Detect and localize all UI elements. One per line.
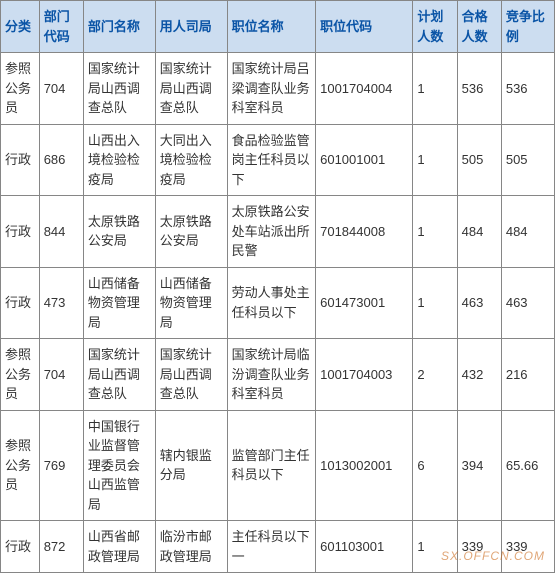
table-cell: 行政 [1, 267, 40, 339]
table-cell: 1013002001 [316, 410, 413, 521]
table-cell: 参照公务员 [1, 410, 40, 521]
table-cell: 686 [39, 124, 83, 196]
col-dept-name: 部门名称 [83, 1, 155, 53]
table-cell: 339 [501, 521, 554, 573]
table-cell: 1 [413, 521, 457, 573]
table-row: 行政473山西储备物资管理局山西储备物资管理局劳动人事处主任科员以下601473… [1, 267, 555, 339]
table-cell: 505 [501, 124, 554, 196]
table-cell: 参照公务员 [1, 339, 40, 411]
table-cell: 1 [413, 53, 457, 125]
table-row: 行政844太原铁路公安局太原铁路公安局太原铁路公安处车站派出所民警7018440… [1, 196, 555, 268]
table-cell: 463 [501, 267, 554, 339]
table-cell: 704 [39, 339, 83, 411]
table-cell: 国家统计局山西调查总队 [83, 53, 155, 125]
col-employer: 用人司局 [155, 1, 227, 53]
table-cell: 大同出入境检验检疫局 [155, 124, 227, 196]
table-row: 参照公务员704国家统计局山西调查总队国家统计局山西调查总队国家统计局临汾调查队… [1, 339, 555, 411]
col-pass-count: 合格人数 [457, 1, 501, 53]
table-cell: 行政 [1, 521, 40, 573]
table-cell: 601103001 [316, 521, 413, 573]
table-cell: 临汾市邮政管理局 [155, 521, 227, 573]
table-cell: 536 [501, 53, 554, 125]
table-cell: 山西储备物资管理局 [83, 267, 155, 339]
table-cell: 463 [457, 267, 501, 339]
table-cell: 食品检验监管岗主任科员以下 [227, 124, 315, 196]
table-cell: 1 [413, 124, 457, 196]
table-cell: 2 [413, 339, 457, 411]
table-cell: 704 [39, 53, 83, 125]
table-cell: 监管部门主任科员以下 [227, 410, 315, 521]
table-cell: 国家统计局山西调查总队 [83, 339, 155, 411]
col-position-name: 职位名称 [227, 1, 315, 53]
table-body: 参照公务员704国家统计局山西调查总队国家统计局山西调查总队国家统计局吕梁调查队… [1, 53, 555, 573]
positions-table: 分类 部门代码 部门名称 用人司局 职位名称 职位代码 计划人数 合格人数 竞争… [0, 0, 555, 573]
table-cell: 山西储备物资管理局 [155, 267, 227, 339]
table-row: 行政686山西出入境检验检疫局大同出入境检验检疫局食品检验监管岗主任科员以下60… [1, 124, 555, 196]
table-cell: 劳动人事处主任科员以下 [227, 267, 315, 339]
table-cell: 769 [39, 410, 83, 521]
table-cell: 432 [457, 339, 501, 411]
table-header-row: 分类 部门代码 部门名称 用人司局 职位名称 职位代码 计划人数 合格人数 竞争… [1, 1, 555, 53]
table-cell: 山西省邮政管理局 [83, 521, 155, 573]
table-cell: 行政 [1, 196, 40, 268]
table-cell: 339 [457, 521, 501, 573]
table-cell: 行政 [1, 124, 40, 196]
table-cell: 1001704004 [316, 53, 413, 125]
table-cell: 太原铁路公安局 [83, 196, 155, 268]
table-cell: 1 [413, 267, 457, 339]
table-cell: 1001704003 [316, 339, 413, 411]
table-cell: 844 [39, 196, 83, 268]
table-cell: 701844008 [316, 196, 413, 268]
table-cell: 394 [457, 410, 501, 521]
table-cell: 505 [457, 124, 501, 196]
table-cell: 山西出入境检验检疫局 [83, 124, 155, 196]
table-cell: 主任科员以下一 [227, 521, 315, 573]
col-dept-code: 部门代码 [39, 1, 83, 53]
table-row: 参照公务员704国家统计局山西调查总队国家统计局山西调查总队国家统计局吕梁调查队… [1, 53, 555, 125]
table-cell: 872 [39, 521, 83, 573]
table-cell: 601001001 [316, 124, 413, 196]
table-cell: 601473001 [316, 267, 413, 339]
table-cell: 1 [413, 196, 457, 268]
table-cell: 国家统计局山西调查总队 [155, 339, 227, 411]
table-row: 参照公务员769中国银行业监督管理委员会山西监管局辖内银监分局监管部门主任科员以… [1, 410, 555, 521]
col-category: 分类 [1, 1, 40, 53]
table-row: 行政872山西省邮政管理局临汾市邮政管理局主任科员以下一601103001133… [1, 521, 555, 573]
table-cell: 484 [501, 196, 554, 268]
table-cell: 473 [39, 267, 83, 339]
table-cell: 中国银行业监督管理委员会山西监管局 [83, 410, 155, 521]
table-cell: 太原铁路公安处车站派出所民警 [227, 196, 315, 268]
table-cell: 536 [457, 53, 501, 125]
table-cell: 太原铁路公安局 [155, 196, 227, 268]
col-position-code: 职位代码 [316, 1, 413, 53]
table-cell: 国家统计局吕梁调查队业务科室科员 [227, 53, 315, 125]
table-cell: 辖内银监分局 [155, 410, 227, 521]
table-cell: 65.66 [501, 410, 554, 521]
col-plan-count: 计划人数 [413, 1, 457, 53]
table-cell: 参照公务员 [1, 53, 40, 125]
table-cell: 484 [457, 196, 501, 268]
col-ratio: 竞争比例 [501, 1, 554, 53]
table-cell: 国家统计局临汾调查队业务科室科员 [227, 339, 315, 411]
table-cell: 216 [501, 339, 554, 411]
table-cell: 国家统计局山西调查总队 [155, 53, 227, 125]
table-cell: 6 [413, 410, 457, 521]
